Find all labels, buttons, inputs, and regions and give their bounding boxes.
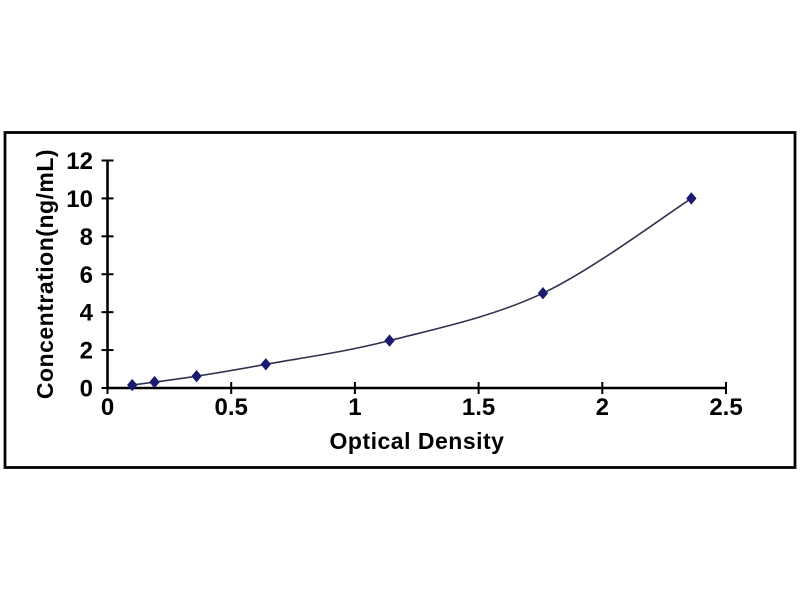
svg-text:2: 2 [596, 394, 609, 421]
x-axis-title: Optical Density [329, 428, 505, 454]
svg-text:1: 1 [348, 394, 361, 421]
svg-text:2: 2 [80, 338, 93, 365]
svg-text:6: 6 [80, 262, 93, 289]
y-axis-title: Concentration(ng/mL) [32, 148, 58, 400]
svg-text:10: 10 [66, 186, 93, 213]
svg-text:0: 0 [101, 394, 114, 421]
svg-text:2.5: 2.5 [709, 394, 742, 421]
svg-text:4: 4 [80, 300, 94, 327]
svg-text:0: 0 [80, 376, 93, 403]
svg-text:8: 8 [80, 224, 93, 251]
svg-text:0.5: 0.5 [215, 394, 248, 421]
svg-text:1.5: 1.5 [462, 394, 495, 421]
svg-text:12: 12 [66, 148, 93, 175]
